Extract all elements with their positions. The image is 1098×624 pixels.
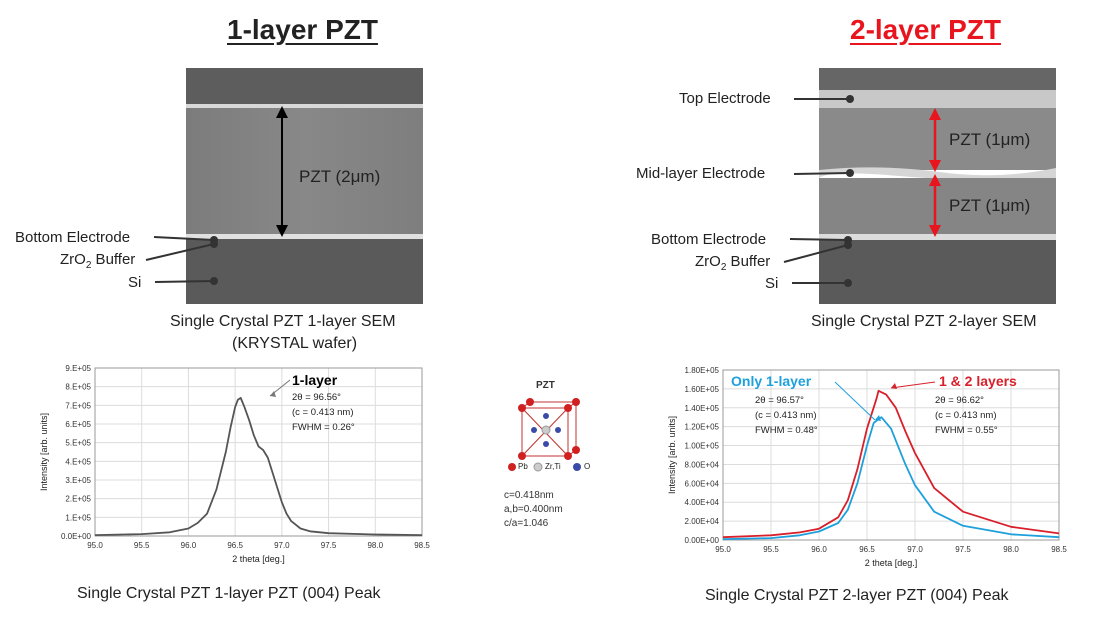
y-tick-label: 6.E+05 (65, 420, 91, 429)
right-mid-electrode-label: Mid-layer Electrode (636, 165, 766, 182)
annotation-arrow (890, 381, 936, 389)
left-sem-image (186, 68, 423, 304)
left-heading: 1-layer PZT (227, 14, 378, 45)
y-tick-label: 1.E+05 (65, 513, 91, 522)
annotation-text: (c = 0.413 nm) (292, 407, 354, 418)
y-tick-label: 0.00E+00 (685, 536, 720, 545)
x-tick-label: 95.0 (87, 541, 103, 550)
annotation-arrowhead (891, 383, 897, 389)
y-tick-label: 7.E+05 (65, 401, 91, 410)
y-tick-label: 3.E+05 (65, 476, 91, 485)
annotation-title: 1-layer (292, 372, 338, 388)
left-sem-caption: Single Crystal PZT 1-layer SEM (170, 313, 396, 330)
y-tick-label: 2.00E+04 (685, 517, 720, 526)
crystal-param-ca: c/a=1.046 (504, 518, 549, 529)
annotation-text: 2θ = 96.56° (292, 392, 341, 403)
left-sem-caption-2: (KRYSTAL wafer) (232, 335, 358, 352)
crystal-structure: PZT Pb Zr,Ti O c=0.418nm a,b=0.400nm c/a… (500, 378, 600, 538)
left-si-label: Si (128, 274, 142, 291)
y-tick-label: 8.00E+04 (685, 460, 720, 469)
y-tick-label: 6.00E+04 (685, 479, 720, 488)
y-tick-label: 1.80E+05 (685, 366, 720, 375)
series-line-2 (722, 389, 1060, 539)
crystal-legend-pb: Pb (518, 462, 528, 471)
right-xrd-chart: 0.00E+00 2.00E+04 4.00E+04 6.00E+04 8.00E+04… (667, 366, 1067, 568)
x-tick-label: 98.0 (1003, 545, 1019, 554)
x-tick-label: 97.0 (907, 545, 923, 554)
crystal-legend (508, 462, 581, 472)
crystal-param-ab: a,b=0.400nm (504, 504, 563, 515)
plot-frame (722, 369, 1060, 541)
x-tick-label: 98.5 (414, 541, 430, 550)
left-bottom-electrode-label: Bottom Electrode (15, 229, 131, 246)
plot-frame (94, 367, 423, 537)
x-tick-label: 98.5 (1051, 545, 1067, 554)
y-axis-label: Intensity [arb. units] (667, 416, 677, 494)
x-axis-label: 2 theta [deg.] (865, 558, 918, 568)
right-si-label: Si (765, 275, 779, 292)
annotation-text: 2θ = 96.62° (935, 395, 984, 406)
right-sem-caption: Single Crystal PZT 2-layer SEM (811, 313, 1037, 330)
left-xrd-chart: 0.0E+00 1.E+05 2.E+05 3.E+05 4.E+05 5.E+05 6.E… (39, 364, 430, 564)
annotation-title: 1 & 2 layers (939, 373, 1017, 389)
left-pzt-thickness-label: PZT (2μm) (299, 167, 381, 186)
crystal-cell-diagram (518, 398, 580, 460)
y-tick-label: 5.E+05 (65, 439, 91, 448)
y-tick-label: 8.E+05 (65, 383, 91, 392)
y-tick-label: 4.00E+04 (685, 498, 720, 507)
annotation-title: Only 1-layer (731, 373, 812, 389)
series-line-1 (94, 397, 423, 536)
x-axis-label: 2 theta [deg.] (232, 554, 285, 564)
annotation-arrow (834, 381, 876, 421)
y-tick-label: 1.40E+05 (685, 404, 720, 413)
x-tick-label: 96.5 (859, 545, 875, 554)
crystal-legend-zrti: Zr,Ti (545, 462, 561, 471)
right-top-electrode-label: Top Electrode (679, 90, 771, 107)
annotation-text: FWHM = 0.55° (935, 425, 998, 436)
crystal-legend-o: O (584, 462, 591, 471)
y-tick-label: 1.00E+05 (685, 442, 720, 451)
left-chart-caption: Single Crystal PZT 1-layer PZT (004) Pea… (77, 585, 381, 602)
x-tick-label: 97.5 (321, 541, 337, 550)
y-tick-label: 9.E+05 (65, 364, 91, 373)
annotation-text: 2θ = 96.57° (755, 395, 804, 406)
y-axis-label: Intensity [arb. units] (39, 413, 49, 491)
right-sem-overlay (783, 95, 941, 287)
x-tick-label: 95.0 (715, 545, 731, 554)
x-tick-label: 97.5 (955, 545, 971, 554)
right-buffer-label: ZrO2 Buffer (695, 253, 771, 273)
annotation-text: (c = 0.413 nm) (755, 410, 817, 421)
x-tick-label: 96.5 (227, 541, 243, 550)
right-chart-caption: Single Crystal PZT 2-layer PZT (004) Pea… (705, 587, 1009, 604)
right-pzt-thickness-label-1: PZT (1μm) (949, 130, 1031, 149)
right-bottom-electrode-label: Bottom Electrode (651, 231, 767, 248)
annotation-arrowhead (270, 391, 276, 397)
crystal-title: PZT (536, 380, 555, 391)
left-buffer-label: ZrO2 Buffer (60, 251, 136, 271)
y-tick-label: 2.E+05 (65, 495, 91, 504)
x-tick-label: 98.0 (367, 541, 383, 550)
crystal-param-c: c=0.418nm (504, 490, 554, 501)
right-heading: 2-layer PZT (850, 14, 1001, 45)
annotation-text: (c = 0.413 nm) (935, 410, 997, 421)
series-line-1 (722, 416, 1060, 540)
y-tick-label: 4.E+05 (65, 457, 91, 466)
left-sem-overlay (145, 106, 288, 285)
y-tick-label: 0.0E+00 (61, 532, 92, 541)
y-tick-label: 1.60E+05 (685, 385, 720, 394)
x-tick-label: 96.0 (181, 541, 197, 550)
x-tick-label: 95.5 (763, 545, 779, 554)
annotation-text: FWHM = 0.48° (755, 425, 818, 436)
right-sem-image (819, 68, 1056, 304)
x-tick-label: 96.0 (811, 545, 827, 554)
right-pzt-thickness-label-2: PZT (1μm) (949, 196, 1031, 215)
x-tick-label: 95.5 (134, 541, 150, 550)
annotation-text: FWHM = 0.26° (292, 422, 355, 433)
x-tick-label: 97.0 (274, 541, 290, 550)
annotation-arrowhead (875, 415, 881, 421)
y-tick-label: 1.20E+05 (685, 423, 720, 432)
